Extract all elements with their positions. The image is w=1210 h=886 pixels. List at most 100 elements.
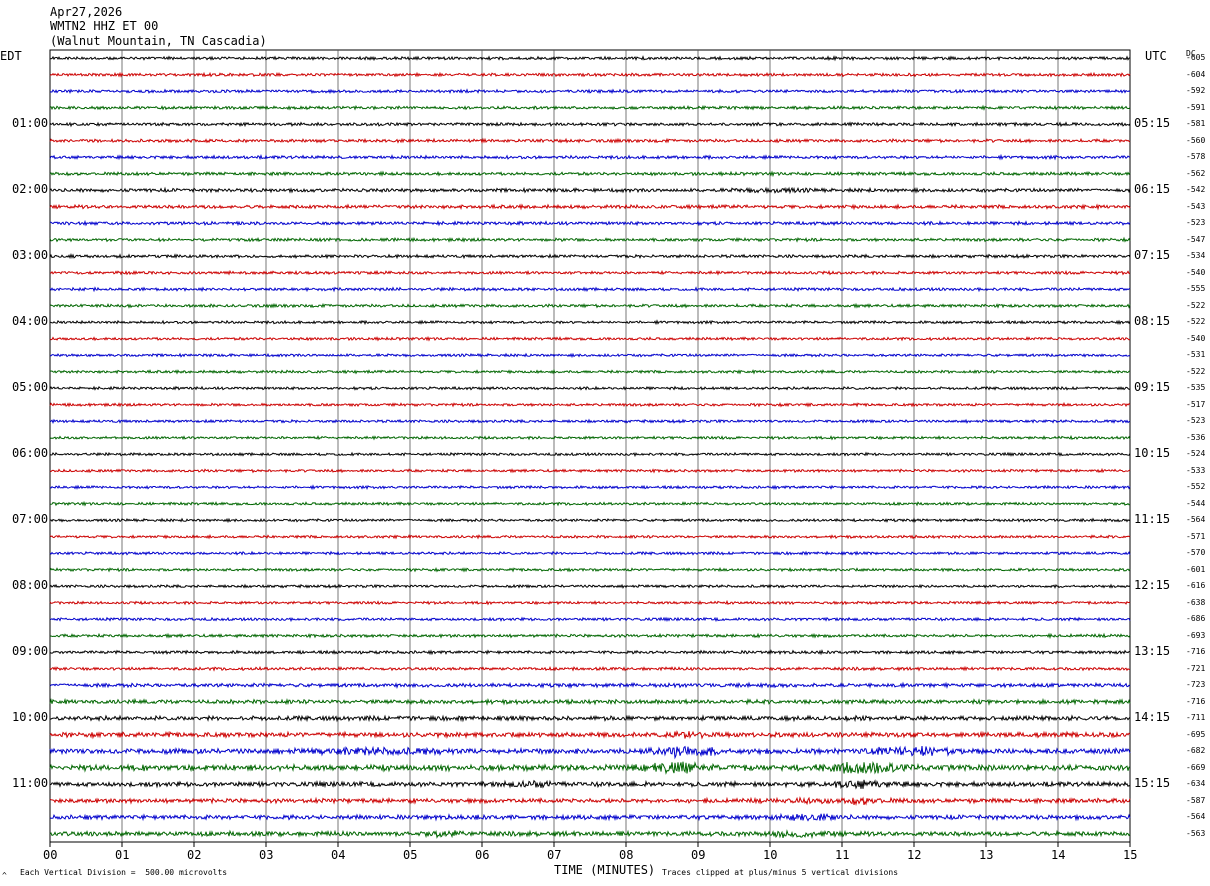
station-label: (Walnut Mountain, TN Cascadia) bbox=[50, 34, 267, 48]
dc-offset-label: -571 bbox=[1186, 531, 1206, 541]
dc-offset-label: -682 bbox=[1186, 746, 1206, 756]
right-hour-label: 07:15 bbox=[1134, 248, 1171, 263]
dc-offset-label: -534 bbox=[1186, 251, 1206, 261]
left-hour-label: 09:00 bbox=[12, 644, 49, 659]
dc-offset-label: -716 bbox=[1186, 696, 1206, 706]
right-hour-label: 09:15 bbox=[1134, 380, 1171, 395]
dc-offset-label: -686 bbox=[1186, 614, 1206, 624]
x-tick-label: 01 bbox=[115, 848, 130, 862]
trace-row bbox=[49, 71, 1131, 78]
left-hour-label: 03:00 bbox=[12, 248, 49, 263]
minute-grid bbox=[49, 49, 1131, 843]
dc-offset-label: -604 bbox=[1186, 69, 1206, 79]
left-timezone: EDT bbox=[0, 49, 22, 63]
corner-mark: ^ bbox=[2, 871, 7, 880]
left-hour-label: 02:00 bbox=[12, 182, 49, 197]
x-tick-label: 02 bbox=[187, 848, 202, 862]
right-hour-label: 06:15 bbox=[1134, 182, 1171, 197]
dc-offset-label: -616 bbox=[1186, 581, 1206, 591]
dc-offset-label: -581 bbox=[1186, 119, 1206, 129]
trace-row bbox=[49, 583, 1131, 589]
trace-row bbox=[49, 697, 1131, 706]
x-axis-ticks bbox=[49, 842, 1131, 847]
dc-offset-label: -564 bbox=[1186, 515, 1206, 525]
trace-row bbox=[49, 534, 1131, 540]
x-tick-label: 14 bbox=[1051, 848, 1066, 862]
trace-row bbox=[49, 599, 1131, 606]
trace-row bbox=[49, 88, 1131, 95]
dc-offset-label: -711 bbox=[1186, 713, 1206, 723]
trace-row bbox=[49, 517, 1131, 524]
trace-row bbox=[49, 566, 1131, 573]
dc-offset-label: -522 bbox=[1186, 300, 1206, 310]
dc-offset-label: -723 bbox=[1186, 680, 1206, 690]
trace-row bbox=[49, 649, 1131, 656]
trace-row bbox=[49, 760, 1131, 775]
dc-offset-label: -721 bbox=[1186, 663, 1206, 673]
trace-row bbox=[49, 796, 1131, 806]
dc-offset-label: -591 bbox=[1186, 102, 1206, 112]
dc-offset-label: -524 bbox=[1186, 449, 1206, 459]
dc-offset-label: -543 bbox=[1186, 201, 1206, 211]
x-tick-label: 05 bbox=[403, 848, 418, 862]
trace-row bbox=[49, 153, 1131, 161]
trace-row bbox=[49, 302, 1131, 309]
x-tick-label: 11 bbox=[835, 848, 850, 862]
right-hour-label: 14:15 bbox=[1134, 710, 1171, 725]
trace-row bbox=[50, 55, 1131, 62]
trace-row bbox=[49, 829, 1131, 840]
x-tick-label: 09 bbox=[691, 848, 706, 862]
dc-offset-label: -716 bbox=[1186, 647, 1206, 657]
dc-offset-label: -547 bbox=[1186, 234, 1206, 244]
trace-row bbox=[49, 451, 1131, 458]
trace-row bbox=[49, 286, 1131, 293]
x-tick-label: 08 bbox=[619, 848, 634, 862]
trace-row bbox=[49, 369, 1131, 375]
trace-row bbox=[49, 484, 1131, 491]
trace-row bbox=[49, 418, 1131, 424]
trace-row bbox=[49, 632, 1131, 640]
dc-offset-label: -562 bbox=[1186, 168, 1206, 178]
dc-offset-label: -536 bbox=[1186, 432, 1206, 442]
trace-row bbox=[49, 745, 1131, 760]
x-axis-title: TIME (MINUTES) bbox=[554, 863, 656, 877]
trace-row bbox=[49, 170, 1131, 178]
trace-row bbox=[49, 812, 1131, 822]
left-hour-label: 11:00 bbox=[12, 776, 49, 791]
dc-offset-label: -540 bbox=[1186, 267, 1206, 277]
left-hour-label: 01:00 bbox=[12, 116, 49, 131]
left-hour-label: 08:00 bbox=[12, 578, 49, 593]
x-tick-label: 12 bbox=[907, 848, 922, 862]
x-tick-label: 13 bbox=[979, 848, 994, 862]
dc-offset-label: -523 bbox=[1186, 416, 1206, 426]
dc-offset-label: -535 bbox=[1186, 383, 1206, 393]
x-tick-label: 15 bbox=[1123, 848, 1138, 862]
dc-offset-label: -570 bbox=[1186, 548, 1206, 558]
trace-row bbox=[49, 779, 1131, 790]
dc-offset-label: -695 bbox=[1186, 729, 1206, 739]
dc-offset-label: -542 bbox=[1186, 185, 1206, 195]
x-tick-label: 03 bbox=[259, 848, 274, 862]
dc-offset-label: -544 bbox=[1186, 498, 1206, 508]
left-hour-label: 04:00 bbox=[12, 314, 49, 329]
trace-row bbox=[49, 236, 1131, 243]
dc-offset-label: -517 bbox=[1186, 399, 1206, 409]
right-hour-label: 15:15 bbox=[1134, 776, 1171, 791]
dc-offset-label: -555 bbox=[1186, 284, 1206, 294]
trace-row bbox=[49, 137, 1131, 144]
left-hour-label: 07:00 bbox=[12, 512, 49, 527]
trace-row bbox=[49, 203, 1131, 211]
trace-row bbox=[49, 467, 1131, 474]
trace-row bbox=[50, 219, 1131, 227]
dc-offset-label: -560 bbox=[1186, 135, 1206, 145]
left-hour-label: 10:00 bbox=[12, 710, 49, 725]
trace-row bbox=[49, 401, 1131, 408]
right-hour-label: 08:15 bbox=[1134, 314, 1171, 329]
dc-offset-label: -592 bbox=[1186, 86, 1206, 96]
dc-offset-label: -522 bbox=[1186, 366, 1206, 376]
dc-header: DC bbox=[1186, 49, 1196, 58]
trace-row bbox=[49, 550, 1131, 556]
trace-row bbox=[49, 434, 1131, 441]
trace-row bbox=[49, 186, 1131, 195]
